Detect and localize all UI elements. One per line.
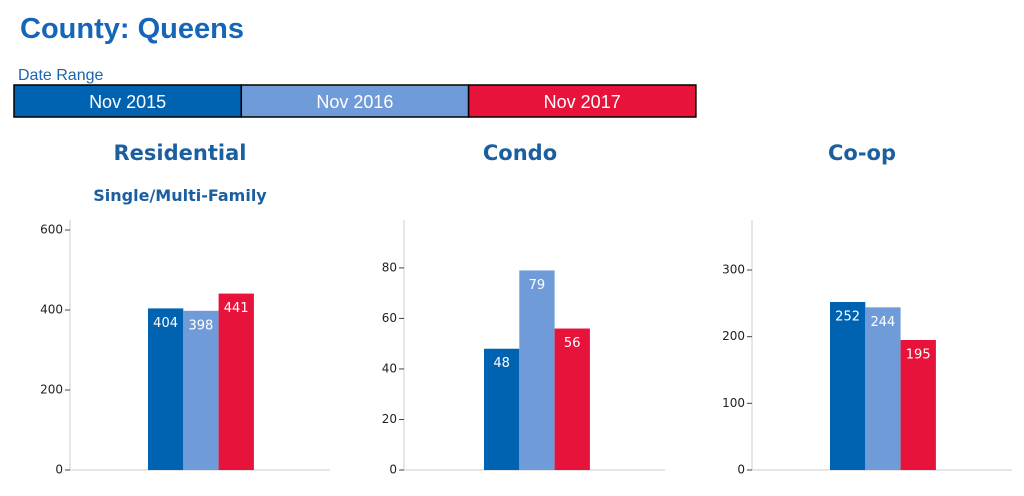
legend-box <box>13 84 243 118</box>
value-label: 252 <box>835 310 860 325</box>
y-tick-label: 600 <box>40 223 63 237</box>
legend-label: Nov 2015 <box>89 92 166 112</box>
bar <box>183 310 219 470</box>
y-tick-label: 200 <box>722 329 745 343</box>
value-label: 56 <box>564 336 581 351</box>
chart-title: Residential <box>114 141 247 165</box>
legend-box <box>240 84 470 118</box>
bar <box>218 293 254 470</box>
bar <box>830 302 866 470</box>
value-label: 79 <box>529 278 546 293</box>
value-label: 48 <box>493 356 510 371</box>
value-label: 244 <box>870 315 895 330</box>
chart-title: Condo <box>483 141 557 165</box>
legend-title: Date Range <box>18 67 103 84</box>
y-tick-label: 0 <box>55 463 63 477</box>
value-label: 404 <box>153 316 178 331</box>
bar <box>148 308 184 470</box>
legend-box <box>467 84 697 118</box>
bar <box>484 348 520 470</box>
bar <box>519 270 555 470</box>
chart-title: Co-op <box>828 141 896 165</box>
y-tick-label: 100 <box>722 396 745 410</box>
value-label: 441 <box>224 301 249 316</box>
bar <box>554 328 590 470</box>
y-tick-label: 200 <box>40 383 63 397</box>
bar <box>900 340 936 470</box>
bar <box>865 307 901 470</box>
y-tick-label: 80 <box>382 260 397 274</box>
y-tick-label: 40 <box>382 361 397 375</box>
y-tick-label: 300 <box>722 263 745 277</box>
legend-label: Nov 2017 <box>544 92 621 112</box>
value-label: 398 <box>188 318 213 333</box>
y-tick-label: 60 <box>382 311 397 325</box>
y-tick-label: 0 <box>737 463 745 477</box>
value-label: 195 <box>906 348 931 363</box>
y-tick-label: 400 <box>40 303 63 317</box>
county-title: County: Queens <box>20 13 244 45</box>
legend-label: Nov 2016 <box>316 92 393 112</box>
y-tick-label: 0 <box>389 463 397 477</box>
chart-subtitle: Single/Multi-Family <box>93 186 267 205</box>
y-tick-label: 20 <box>382 412 397 426</box>
